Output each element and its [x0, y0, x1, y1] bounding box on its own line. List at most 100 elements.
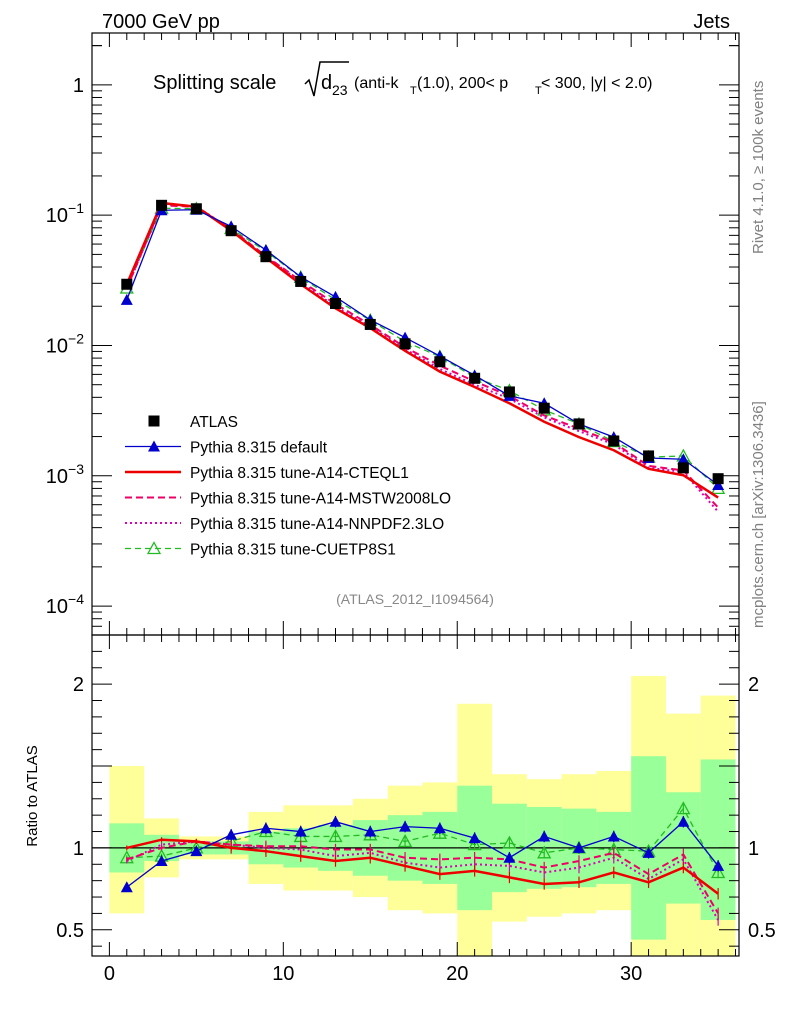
analysis-id: (ATLAS_2012_I1094564)	[336, 591, 494, 607]
header-energy: 7000 GeV pp	[102, 11, 220, 33]
ratio-series-line-3	[126, 840, 719, 914]
ratio-series-1-point-6	[329, 815, 342, 827]
ratio-series-1-point-15	[642, 846, 655, 858]
data-point-11	[503, 386, 515, 398]
ratio-series-1-point-2	[190, 845, 203, 857]
ratio-y-tick-label-right-1: 1	[748, 838, 759, 860]
title-variable-sub: 23	[332, 82, 348, 98]
title-rest-2-sub: T	[535, 85, 542, 97]
main-series-1-point-16	[677, 453, 690, 465]
axes: 0 10 20 30 1 10−1 10−2 10−3 10−4 0.5 0.5 1 1 2 2	[46, 33, 776, 985]
y-tick-label-1: 10−1	[46, 200, 84, 227]
side-label-rivet: Rivet 4.1.0, ≥ 100k events	[750, 81, 767, 254]
legend-label-2: Pythia 8.315 tune-A14-CTEQL1	[190, 465, 409, 482]
ratio-y-tick-label-left-1: 1	[73, 838, 84, 860]
ratio-series-5-point-17	[711, 865, 726, 879]
legend-marker-5	[146, 541, 162, 555]
data-point-14	[608, 435, 620, 447]
ratio-plot	[119, 801, 726, 926]
legend-label-4: Pythia 8.315 tune-A14-NNPDF2.3LO	[190, 516, 444, 533]
legend-label-1: Pythia 8.315 default	[190, 440, 328, 457]
data-point-16	[677, 462, 689, 474]
data-point-17	[712, 473, 724, 485]
data-point-15	[643, 450, 655, 462]
ratio-y-tick-label-right-2: 2	[748, 674, 759, 696]
legend-marker-1	[148, 440, 160, 452]
ratio-series-5-point-6	[328, 829, 343, 843]
ratio-series-1-point-1	[155, 855, 168, 867]
ratio-plot-frame	[91, 634, 740, 957]
data-point-9	[434, 356, 446, 368]
data-point-13	[573, 418, 585, 430]
ratio-series-1-point-17	[712, 859, 725, 871]
data-point-1	[156, 199, 168, 211]
ratio-series-line-1	[126, 820, 719, 888]
ratio-series-5-point-11	[502, 835, 517, 849]
ratio-series-1-point-12	[538, 830, 551, 842]
ratio-series-1-point-9	[433, 822, 446, 834]
ratio-series-1-point-16	[677, 815, 690, 827]
ratio-series-1-point-5	[294, 825, 307, 837]
ratio-series-line-5	[126, 807, 719, 873]
title-rest-1: (anti-k	[354, 75, 399, 92]
legend-marker-0	[148, 415, 160, 427]
main-series-line-3	[125, 204, 719, 509]
legend: ATLAS Pythia 8.315 default Pythia 8.315 tu…	[125, 414, 451, 559]
chart-title: Splitting scale d 23 (anti-k T (1.0), 20…	[153, 61, 653, 98]
side-label-mcplots: mcplots.cern.ch [arXiv:1306.3436]	[750, 401, 767, 628]
ratio-series-5-point-10	[467, 837, 482, 851]
ratio-y-tick-label-left-0: 0.5	[56, 920, 84, 942]
data-point-4	[260, 251, 272, 263]
data-point-10	[469, 372, 481, 384]
data-point-12	[538, 402, 550, 414]
sqrt-sign	[304, 61, 349, 97]
ratio-series-1-point-3	[225, 828, 238, 840]
y-tick-label-0: 1	[73, 75, 84, 97]
ratio-series-1-point-14	[607, 830, 620, 842]
ratio-series-1-point-13	[572, 841, 585, 853]
title-rest-2: (1.0), 200< p	[417, 75, 508, 92]
title-variable: d	[321, 72, 332, 94]
ratio-series-1-point-0	[120, 881, 133, 893]
ratio-y-tick-label-right-0: 0.5	[748, 920, 776, 942]
main-plot	[119, 199, 726, 513]
title-main: Splitting scale	[153, 72, 276, 94]
data-point-6	[329, 297, 341, 309]
ratio-series-1-point-7	[364, 825, 377, 837]
data-point-5	[295, 275, 307, 287]
ratio-ylabel: Ratio to ATLAS	[24, 745, 41, 846]
legend-label-3: Pythia 8.315 tune-A14-MSTW2008LO	[190, 491, 451, 508]
ratio-series-1-point-4	[259, 822, 272, 834]
ratio-series-5-point-16	[676, 801, 691, 815]
title-rest-1-sub: T	[410, 85, 417, 97]
ratio-series-1-point-10	[468, 832, 481, 844]
x-tick-label-0: 0	[104, 963, 115, 985]
ratio-series-5-point-12	[537, 845, 552, 859]
ratio-series-5-point-8	[397, 833, 413, 848]
ratio-series-1-point-11	[503, 851, 516, 863]
ratio-series-line-2	[126, 838, 719, 895]
data-point-8	[399, 338, 411, 350]
ratio-series-1-point-8	[399, 820, 412, 832]
main-series-1-point-17	[712, 478, 725, 490]
title-rest-3: < 300, |y| < 2.0)	[541, 75, 653, 92]
header-process: Jets	[693, 11, 730, 33]
main-series-1-point-0	[120, 293, 133, 305]
ratio-uncertainty-bands	[109, 675, 736, 956]
main-series-line-1	[126, 209, 719, 486]
x-tick-label-10: 10	[272, 963, 294, 985]
y-tick-label-2: 10−2	[46, 330, 84, 357]
y-tick-label-3: 10−3	[46, 461, 84, 488]
data-point-2	[190, 203, 202, 215]
y-tick-label-4: 10−4	[46, 591, 84, 618]
legend-label-0: ATLAS	[190, 414, 238, 431]
x-tick-label-30: 30	[620, 963, 642, 985]
data-point-7	[364, 318, 376, 330]
data-point-3	[225, 225, 237, 237]
data-point-0	[121, 278, 133, 290]
main-series-line-2	[125, 201, 719, 499]
ratio-y-tick-label-left-2: 2	[73, 674, 84, 696]
x-tick-label-20: 20	[446, 963, 468, 985]
legend-label-5: Pythia 8.315 tune-CUETP8S1	[190, 542, 396, 559]
